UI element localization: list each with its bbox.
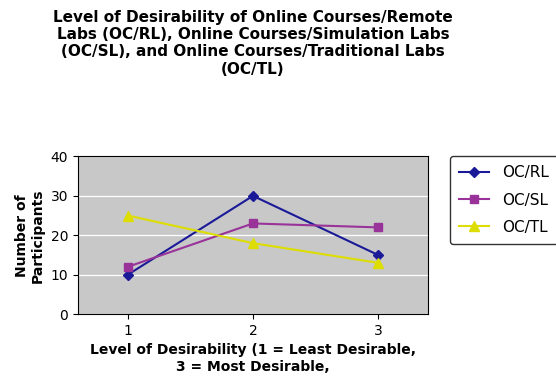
OC/RL	[250, 193, 256, 198]
Legend: OC/RL, OC/SL, OC/TL: OC/RL, OC/SL, OC/TL	[450, 156, 556, 244]
OC/SL	[375, 225, 381, 230]
Line: OC/SL: OC/SL	[124, 219, 382, 271]
Text: Level of Desirability of Online Courses/Remote
Labs (OC/RL), Online Courses/Simu: Level of Desirability of Online Courses/…	[53, 10, 453, 77]
OC/TL	[375, 260, 381, 265]
OC/SL	[125, 265, 131, 269]
X-axis label: Level of Desirability (1 = Least Desirable,
3 = Most Desirable,: Level of Desirability (1 = Least Desirab…	[90, 343, 416, 373]
OC/SL	[250, 221, 256, 226]
Line: OC/TL: OC/TL	[123, 211, 383, 268]
OC/TL	[125, 213, 131, 218]
OC/RL	[375, 253, 381, 257]
OC/RL	[125, 272, 131, 277]
Line: OC/RL: OC/RL	[125, 192, 381, 278]
OC/TL	[250, 241, 256, 246]
Y-axis label: Number of
Participants: Number of Participants	[15, 188, 45, 283]
